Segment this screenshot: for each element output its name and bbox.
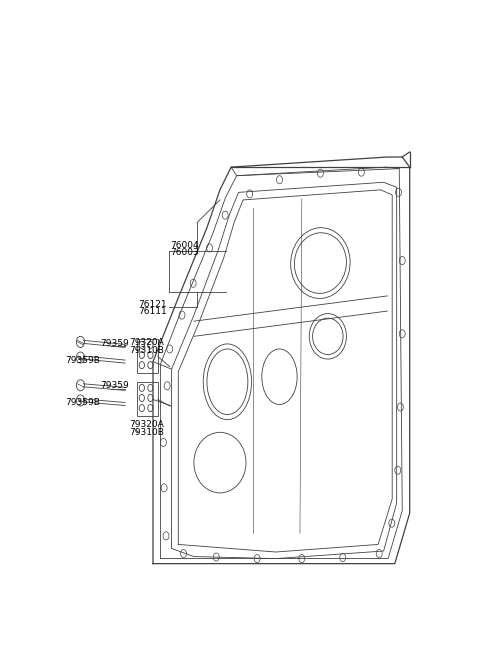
Text: 76003: 76003	[170, 249, 199, 258]
Text: 79359B: 79359B	[66, 356, 100, 365]
Text: 79310B: 79310B	[130, 428, 165, 437]
Text: 79310B: 79310B	[130, 346, 165, 355]
Text: 79359: 79359	[100, 339, 129, 348]
Text: 76121: 76121	[138, 300, 167, 308]
Text: 79320A: 79320A	[130, 420, 164, 429]
Text: 76111: 76111	[138, 307, 167, 316]
Bar	[137, 382, 158, 416]
Text: 79320A: 79320A	[130, 338, 164, 348]
Text: 76004: 76004	[170, 241, 199, 250]
Bar	[137, 339, 158, 373]
Text: 79359: 79359	[100, 381, 129, 390]
Text: 79359B: 79359B	[66, 398, 100, 407]
